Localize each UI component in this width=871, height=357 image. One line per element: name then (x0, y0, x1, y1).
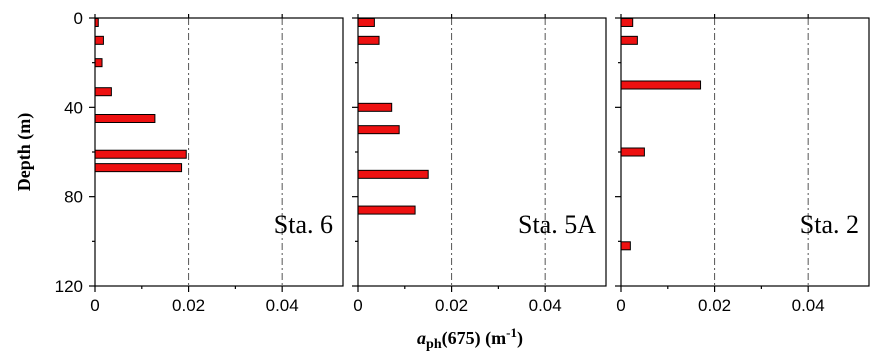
panel-3-bar-4 (620, 147, 645, 157)
x-axis-title-symbol: a (417, 328, 426, 348)
panel-1-bar-4 (94, 87, 112, 97)
panel-1-xtick-label-0: 0 (90, 296, 99, 315)
panel-1-bar-6 (94, 149, 187, 159)
panel-2-xtick-label-2: 0.04 (529, 296, 562, 315)
x-axis-title: aph(675) (m-1) (417, 325, 523, 352)
panel-1-xtick-label-2: 0.04 (266, 296, 299, 315)
panel-2-bar-2 (357, 35, 380, 45)
panel-3-bar-5 (620, 241, 631, 251)
panel-2-bar-4 (357, 125, 400, 135)
panel-1-bar-5 (94, 114, 156, 123)
panel-2-bar-3 (357, 102, 393, 112)
panel-2-xtick-label-1: 0.02 (435, 296, 468, 315)
panel-2-station-label: Sta. 5A (518, 210, 596, 239)
panel-1-ytick-label-1: 40 (64, 98, 83, 117)
panel-1-bar-7 (94, 163, 183, 173)
x-axis-title-main: (675) (m (442, 328, 506, 349)
panel-3-frame (620, 17, 870, 287)
panel-2-bar-5 (357, 169, 429, 179)
panel-2-xtick-label-0: 0 (353, 296, 362, 315)
panel-1-ytick-label-0: 0 (74, 9, 83, 28)
panel-3-bar-2 (620, 35, 638, 45)
x-axis-title-superscript: -1 (506, 325, 517, 340)
panel-3-station-label: Sta. 2 (800, 210, 859, 239)
panel-1-ytick-label-3: 120 (55, 277, 83, 296)
panel-2-bar-1 (357, 17, 375, 27)
panels-group: 0 0.02 0.04 Sta. 6 0 0.02 0.04 Sta. 5A 0 0.02 0.04… (55, 9, 870, 315)
panel-3-xtick-label-1: 0.02 (698, 296, 731, 315)
x-axis-title-subscript: ph (426, 337, 442, 352)
panel-3-xtick-label-0: 0 (616, 296, 625, 315)
x-axis-title-close: ) (517, 328, 523, 349)
panel-3-bar-1 (620, 17, 634, 27)
panel-2-bar-6 (357, 205, 416, 215)
panel-2-frame (357, 17, 607, 287)
panel-1-ytick-label-2: 80 (64, 188, 83, 207)
panel-3-xtick-label-2: 0.04 (792, 296, 825, 315)
panel-1-bar-3 (94, 58, 103, 68)
panel-1-station-label: Sta. 6 (274, 210, 333, 239)
panel-1-xtick-label-1: 0.02 (172, 296, 205, 315)
panel-3-bar-3 (620, 80, 702, 90)
panel-1-bar-2 (94, 35, 104, 45)
y-axis-title: Depth (m) (14, 113, 35, 192)
